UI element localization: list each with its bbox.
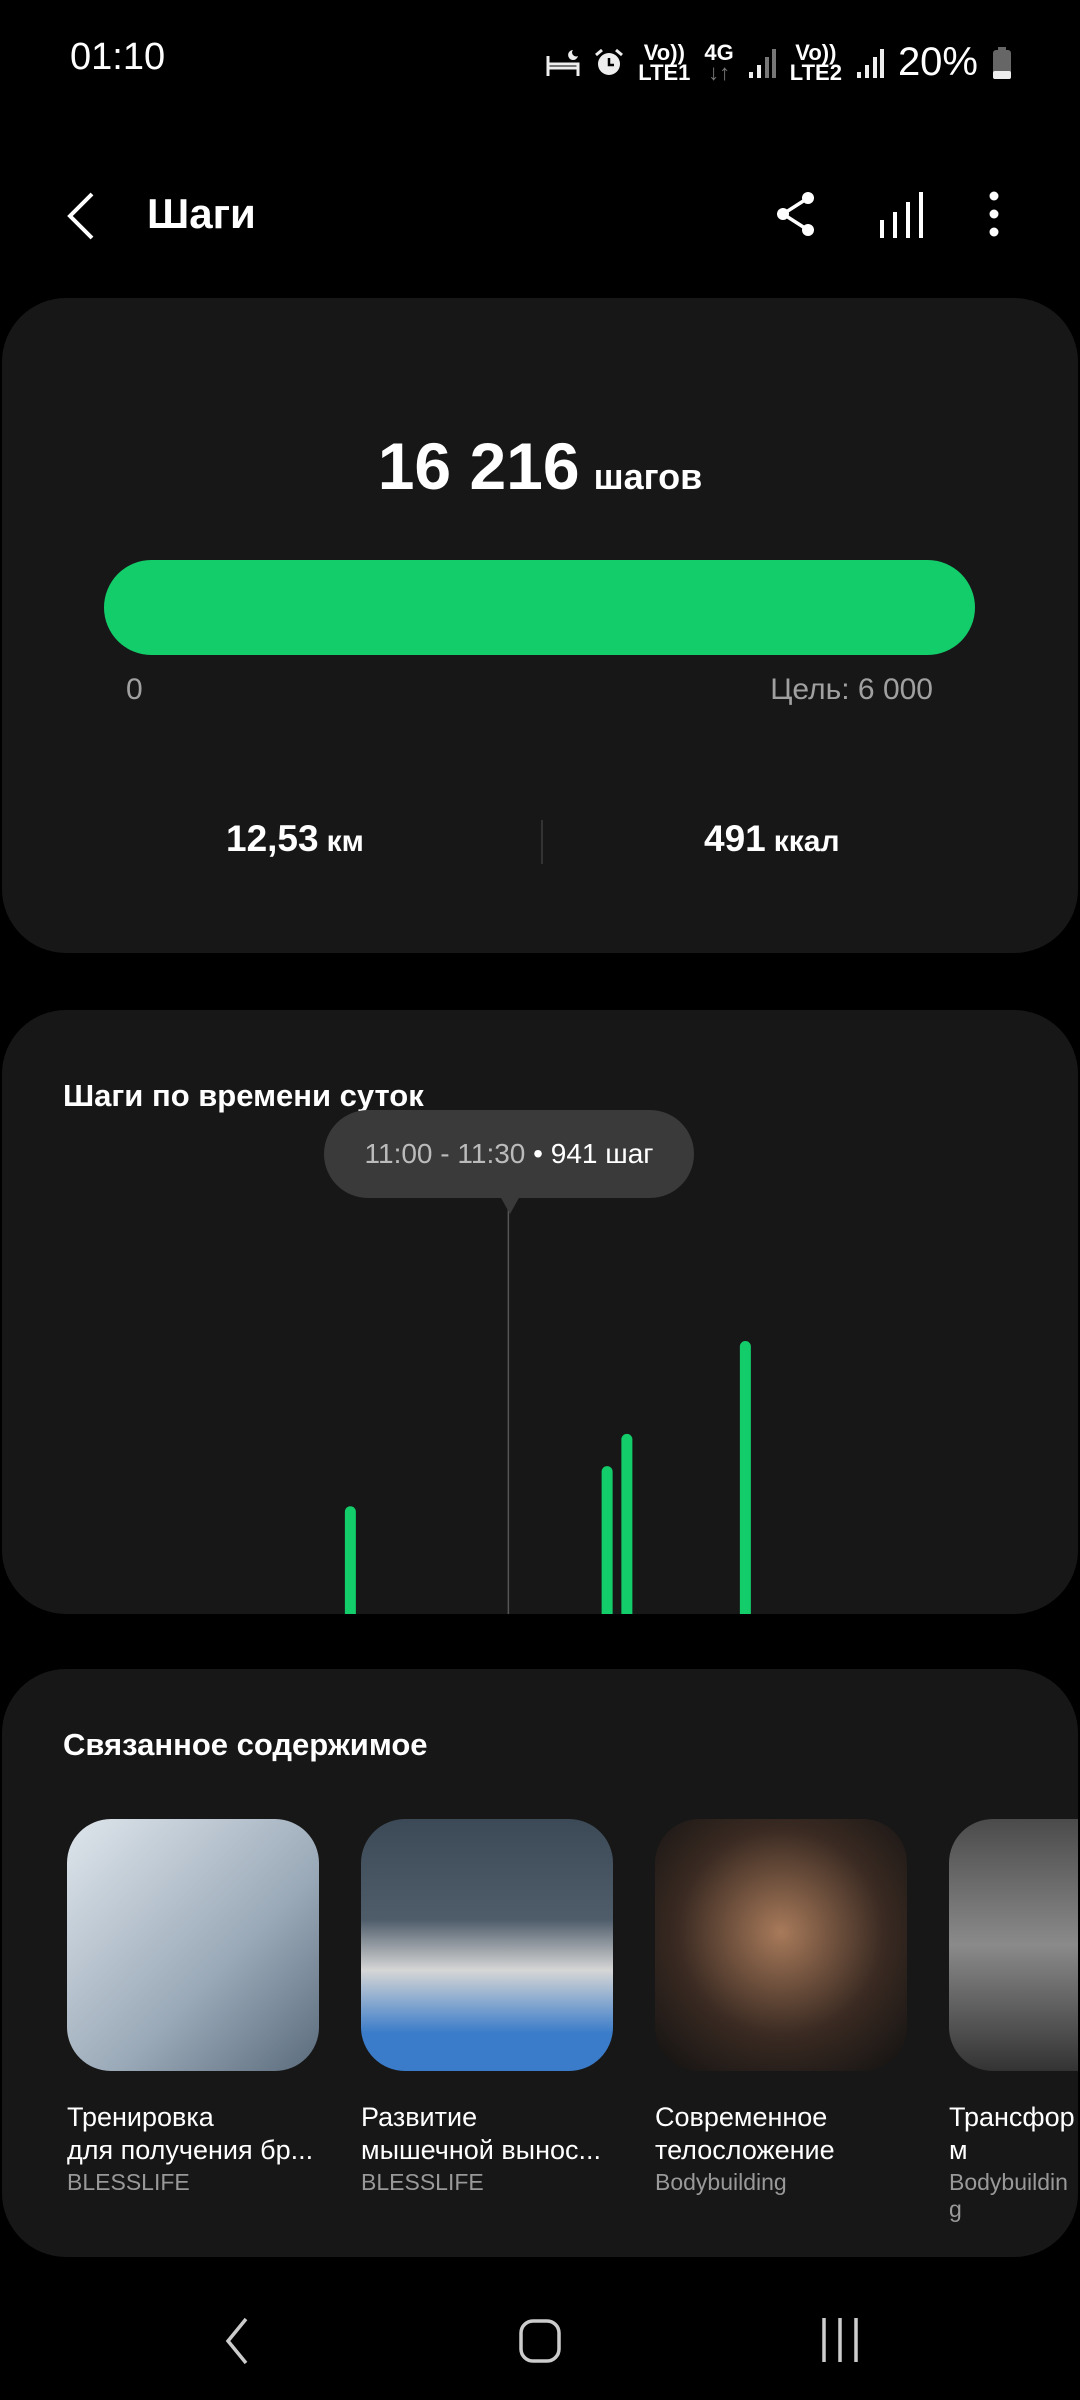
nav-back-icon[interactable] bbox=[224, 2316, 250, 2366]
related-title-line1: Тренировка bbox=[67, 2102, 214, 2132]
related-source: Bodybuilding bbox=[655, 2169, 787, 2195]
related-title-line1: Современное bbox=[655, 2102, 828, 2132]
lte2-label: LTE2 bbox=[789, 59, 842, 85]
alarm-icon bbox=[595, 48, 624, 75]
nav-recents-icon[interactable] bbox=[820, 2318, 860, 2362]
related-text: Трансформ Bodybuilding bbox=[949, 2101, 1078, 2223]
steps-chart[interactable]: 061218(ч) bbox=[2, 1010, 1078, 1614]
related-source: Bodybuilding bbox=[949, 2169, 1068, 2222]
distance-stat: 12,53 км bbox=[226, 818, 364, 860]
chart-tooltip: 11:00 - 11:30 • 941 шаг bbox=[324, 1110, 694, 1198]
distance-unit: км bbox=[326, 825, 364, 858]
share-icon[interactable] bbox=[774, 190, 818, 238]
related-title-line2: мышечной вынос... bbox=[361, 2135, 602, 2165]
related-text: Современное телосложение Bodybuilding bbox=[655, 2101, 935, 2196]
volte-label: Vo)) bbox=[643, 39, 685, 65]
page-title: Шаги bbox=[147, 190, 256, 237]
tooltip-range: 11:00 - 11:30 bbox=[364, 1138, 526, 1169]
chart-title: Шаги по времени суток bbox=[63, 1078, 424, 1113]
related-thumbnail[interactable] bbox=[361, 1819, 613, 2071]
related-title-line1: Трансформ bbox=[949, 2102, 1075, 2165]
sleep-bed-icon bbox=[546, 49, 580, 76]
chart-bar[interactable] bbox=[621, 1433, 633, 1614]
app-header: Шаги bbox=[0, 170, 1080, 260]
related-source: BLESSLIFE bbox=[67, 2169, 190, 2195]
calories-value: 491 bbox=[704, 818, 766, 859]
steps-unit: шагов bbox=[593, 456, 703, 497]
progress-track bbox=[104, 560, 975, 655]
steps-total: 16 216 шагов bbox=[2, 428, 1078, 504]
bar-chart-icon[interactable] bbox=[878, 190, 924, 238]
tooltip-pointer bbox=[500, 1196, 520, 1214]
back-arrow-icon[interactable] bbox=[64, 190, 98, 242]
related-thumbnail[interactable] bbox=[655, 1819, 907, 2071]
related-title: Связанное содержимое bbox=[63, 1727, 428, 1762]
signal-icon bbox=[856, 48, 884, 78]
steps-count: 16 216 bbox=[377, 429, 580, 503]
related-title-line2: телосложение bbox=[655, 2135, 835, 2165]
volte-lte1-icon: Vo)) LTE1 bbox=[638, 39, 691, 85]
distance-value: 12,53 bbox=[226, 818, 319, 859]
related-content-card: Связанное содержимое Тренировка для полу… bbox=[2, 1669, 1078, 2257]
status-icons: Vo)) LTE1 4G ↓↑ Vo)) LTE2 20% bbox=[546, 40, 1012, 85]
nav-home-icon[interactable] bbox=[518, 2318, 562, 2364]
volte-label: Vo)) bbox=[795, 39, 837, 65]
progress-fill bbox=[104, 560, 975, 655]
4g-data-icon: 4G ↓↑ bbox=[704, 39, 734, 85]
related-title-line1: Развитие bbox=[361, 2102, 478, 2132]
more-vert-icon[interactable] bbox=[986, 190, 1002, 238]
calories-unit: ккал bbox=[773, 825, 840, 858]
clock: 01:10 bbox=[70, 36, 166, 78]
signal-icon bbox=[748, 48, 776, 78]
related-source: BLESSLIFE bbox=[361, 2169, 484, 2195]
goal-label: Цель: 6 000 bbox=[770, 673, 933, 706]
tooltip-value: 941 шаг bbox=[550, 1138, 654, 1169]
battery-icon bbox=[993, 46, 1011, 79]
related-title-line2: для получения бр... bbox=[67, 2135, 314, 2165]
net-label: 4G bbox=[704, 39, 734, 65]
divider bbox=[541, 820, 543, 864]
related-text: Развитие мышечной вынос... BLESSLIFE bbox=[361, 2101, 641, 2196]
chart-bar[interactable] bbox=[344, 1506, 356, 1614]
volte-lte2-icon: Vo)) LTE2 bbox=[789, 39, 842, 85]
system-nav-bar bbox=[0, 2300, 1080, 2380]
battery-percent: 20% bbox=[897, 40, 978, 84]
related-text: Тренировка для получения бр... BLESSLIFE bbox=[67, 2101, 347, 2196]
related-thumbnail[interactable] bbox=[67, 1819, 319, 2071]
lte1-label: LTE1 bbox=[638, 59, 691, 85]
progress-min: 0 bbox=[126, 673, 143, 706]
steps-summary-card[interactable]: 16 216 шагов 0 Цель: 6 000 12,53 км 491 кка… bbox=[2, 298, 1078, 953]
chart-bar[interactable] bbox=[739, 1341, 751, 1614]
related-thumbnail[interactable] bbox=[949, 1819, 1078, 2071]
chart-bar[interactable] bbox=[601, 1466, 613, 1614]
tooltip-bullet: • bbox=[533, 1138, 543, 1169]
data-arrows-icon: ↓↑ bbox=[708, 59, 731, 85]
status-bar: 01:10 Vo)) LTE1 4G ↓↑ Vo)) LTE2 20% bbox=[0, 36, 1080, 86]
calories-stat: 491 ккал bbox=[704, 818, 840, 860]
steps-by-time-card[interactable]: Шаги по времени суток 061218(ч) 11:00 - … bbox=[2, 1010, 1078, 1614]
